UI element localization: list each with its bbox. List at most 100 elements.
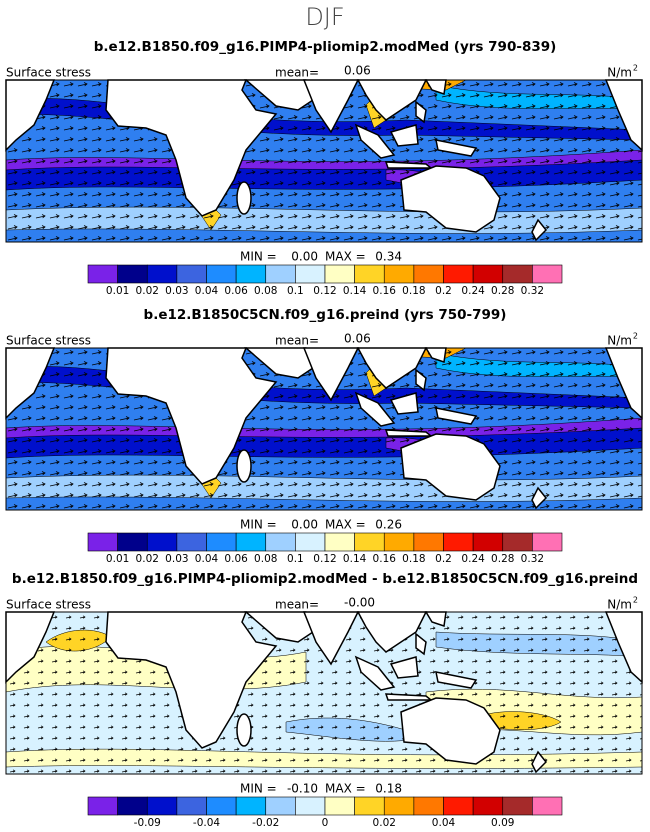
colorbar-label: 0.24 [461, 285, 485, 297]
colorbar-swatch [295, 264, 326, 284]
colorbar-swatch [472, 532, 504, 552]
colorbar-swatch [117, 264, 148, 284]
colorbar-swatch [472, 264, 504, 284]
colorbar-swatch [383, 796, 415, 816]
colorbar-label: -0.02 [252, 817, 279, 829]
max-value: 0.18 [375, 782, 402, 796]
field-label: Surface stress [6, 334, 91, 348]
colorbar-swatch [472, 796, 504, 816]
units: N/m [607, 66, 632, 80]
colorbar-label: 0.1 [287, 553, 304, 565]
colorbar-swatch [295, 796, 326, 816]
colorbar-swatch [206, 796, 237, 816]
colorbar-swatch [206, 264, 237, 284]
colorbar-swatch [265, 532, 296, 552]
colorbar-swatch [295, 532, 326, 552]
min-value: 0.00 [291, 250, 318, 264]
colorbar-swatch [532, 532, 563, 552]
map [5, 347, 643, 511]
colorbar-label: 0.04 [432, 817, 456, 829]
colorbar-label: 0.08 [254, 285, 277, 297]
units: N/m [607, 598, 632, 612]
colorbar-swatch [87, 532, 118, 552]
colorbar-label: 0.02 [373, 817, 396, 829]
colorbar-swatch [146, 796, 178, 816]
colorbar-label: 0.01 [106, 285, 129, 297]
colorbar-swatch [413, 796, 444, 816]
colorbar-label: 0.24 [461, 553, 485, 565]
colorbar-label: -0.04 [193, 817, 220, 829]
colorbar-label: 0.02 [136, 285, 159, 297]
colorbar-swatch [532, 796, 563, 816]
colorbar-swatch [117, 532, 148, 552]
colorbar-label: 0.14 [343, 285, 367, 297]
colorbar-swatch [443, 796, 474, 816]
panel-title: b.e12.B1850.f09_g16.PIMP4-pliomip2.modMe… [12, 571, 638, 587]
colorbar-swatch [87, 796, 118, 816]
field-label: Surface stress [6, 598, 91, 612]
colorbar-label: 0.12 [313, 285, 336, 297]
panel-title: b.e12.B1850.f09_g16.PIMP4-pliomip2.modMe… [94, 39, 557, 55]
mean-value: 0.06 [344, 332, 371, 346]
colorbar-swatch [176, 532, 207, 552]
colorbar-label: 0.03 [165, 553, 188, 565]
panel: b.e12.B1850.f09_g16.PIMP4-pliomip2.modMe… [5, 39, 643, 297]
units: N/m [607, 334, 632, 348]
mean-value: 0.06 [344, 64, 371, 78]
colorbar-swatch [265, 264, 296, 284]
min-label: MIN = [240, 518, 277, 532]
map [5, 79, 643, 243]
min-label: MIN = [240, 250, 277, 264]
colorbar-label: 0.02 [136, 553, 159, 565]
panel-title: b.e12.B1850C5CN.f09_g16.preind (yrs 750-… [144, 307, 507, 323]
mean-value: -0.00 [344, 596, 375, 610]
colorbar-swatch [532, 264, 563, 284]
colorbar-swatch [324, 532, 355, 552]
colorbar-label: 0.1 [287, 285, 304, 297]
colorbar-swatch [354, 264, 385, 284]
colorbar-label: 0.18 [402, 285, 425, 297]
colorbar-swatch [117, 796, 148, 816]
colorbar-swatch [443, 532, 474, 552]
colorbar-swatch [146, 532, 178, 552]
colorbar-swatch [324, 264, 355, 284]
colorbar-swatch [87, 264, 118, 284]
map-frame [5, 79, 643, 243]
colorbar-swatch [146, 264, 178, 284]
colorbar-swatch [502, 532, 533, 552]
colorbar-label: 0.16 [373, 553, 397, 565]
panel: b.e12.B1850.f09_g16.PIMP4-pliomip2.modMe… [5, 571, 643, 829]
colorbar-label: 0.28 [491, 285, 514, 297]
colorbar-swatch [206, 532, 237, 552]
colorbar-swatch [354, 796, 385, 816]
figure-title: DJF [305, 3, 344, 31]
colorbar-label: 0.14 [343, 553, 367, 565]
colorbar-label: 0.32 [521, 553, 544, 565]
colorbar-label: 0.09 [491, 817, 514, 829]
colorbar-label: 0.06 [224, 553, 248, 565]
colorbar-label: 0.04 [195, 553, 219, 565]
field-label: Surface stress [6, 66, 91, 80]
units-exponent: 2 [633, 332, 638, 341]
colorbar-swatch [176, 796, 207, 816]
colorbar-label: 0.03 [165, 285, 188, 297]
colorbar-swatch [413, 532, 444, 552]
mean-label: mean= [275, 334, 319, 348]
colorbar-label: 0.2 [435, 285, 452, 297]
colorbar-label: 0.04 [195, 285, 219, 297]
colorbar-label: 0.12 [313, 553, 336, 565]
colorbar-label: -0.09 [134, 817, 161, 829]
max-value: 0.34 [375, 250, 402, 264]
colorbar-swatch [176, 264, 207, 284]
colorbar-label: 0.08 [254, 553, 277, 565]
colorbar-label: 0.28 [491, 553, 514, 565]
colorbar-label: 0.01 [106, 553, 129, 565]
colorbar-label: 0.18 [402, 553, 425, 565]
colorbar-label: 0.2 [435, 553, 452, 565]
min-label: MIN = [240, 782, 277, 796]
max-label: MAX = [325, 250, 366, 264]
mean-label: mean= [275, 66, 319, 80]
colorbar-label: 0.32 [521, 285, 544, 297]
colorbar-swatch [235, 264, 267, 284]
